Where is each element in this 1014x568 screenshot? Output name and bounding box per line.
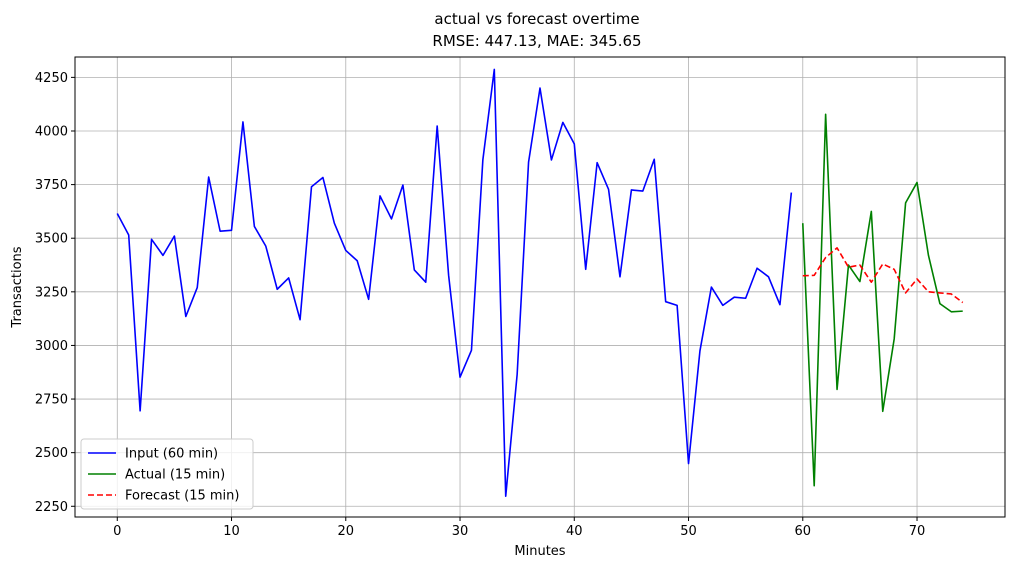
y-axis-label: Transactions: [10, 246, 25, 328]
y-tick-label: 3500: [35, 232, 68, 247]
actual-series-line: [801, 113, 963, 487]
x-tick-label: 60: [795, 524, 812, 539]
forecast-series-line: [802, 247, 964, 304]
legend: Input (60 min) Actual (15 min) Forecast …: [80, 438, 254, 510]
chart-subtitle: RMSE: 447.13, MAE: 345.65: [432, 32, 641, 50]
legend-label-input: Input (60 min): [125, 447, 218, 462]
axis-ticks: 0 10 20 30 40 50 60 70 2250 2500 2750 3000 3250 3500 3…: [35, 71, 925, 539]
input-series-line: [116, 68, 793, 498]
grid: [75, 57, 1005, 517]
y-tick-label: 3250: [35, 285, 68, 300]
y-tick-label: 2500: [35, 446, 68, 461]
y-tick-label: 3750: [35, 178, 68, 193]
legend-label-actual: Actual (15 min): [125, 468, 225, 483]
x-tick-label: 30: [452, 524, 469, 539]
x-tick-label: 70: [909, 524, 926, 539]
y-tick-label: 4250: [35, 71, 68, 86]
series-lines: [116, 68, 964, 498]
x-tick-label: 40: [566, 524, 583, 539]
y-tick-label: 2750: [35, 393, 68, 408]
y-tick-label: 2250: [35, 500, 68, 515]
plot-area-frame: [74, 56, 1006, 518]
y-tick-label: 3000: [35, 339, 68, 354]
legend-label-forecast: Forecast (15 min): [125, 489, 239, 504]
legend-box: [80, 438, 254, 510]
x-tick-label: 10: [223, 524, 240, 539]
x-tick-label: 0: [113, 524, 121, 539]
y-tick-label: 4000: [35, 124, 68, 139]
x-tick-label: 50: [680, 524, 697, 539]
chart-title: actual vs forecast overtime: [434, 10, 639, 28]
x-axis-label: Minutes: [514, 544, 565, 559]
x-tick-label: 20: [338, 524, 355, 539]
